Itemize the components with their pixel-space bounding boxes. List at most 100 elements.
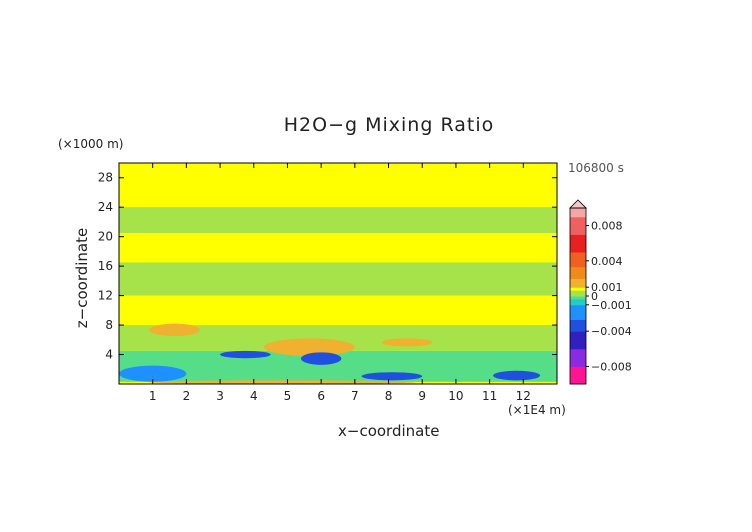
colorbar-band: [570, 234, 586, 238]
time-label: 106800 s: [568, 161, 624, 175]
colorbar-arrow: [569, 199, 587, 209]
colorbar-band: [570, 278, 586, 282]
colorbar-band: [570, 269, 586, 274]
colorbar-band: [570, 213, 586, 218]
colorbar-band: [570, 378, 586, 382]
y-tick-label: 20: [98, 230, 113, 244]
colorbar-band: [570, 284, 586, 288]
colorbar-tick-label: 0.004: [591, 255, 623, 268]
colorbar-band: [570, 219, 586, 224]
y-tick-label: 4: [105, 348, 113, 362]
colorbar-band: [570, 372, 586, 376]
plot-frame: [118, 162, 558, 385]
y-axis-unit: (×1000 m): [58, 137, 124, 151]
colorbar-band: [570, 369, 586, 373]
x-tick-label: 8: [385, 389, 393, 403]
colorbar-band: [570, 293, 586, 297]
contour-blob: [119, 365, 187, 382]
y-tick-label: 24: [98, 200, 113, 214]
colorbar-band: [570, 313, 586, 318]
colorbar-band: [570, 363, 586, 367]
colorbar-band: [570, 272, 586, 276]
contour-blob: [361, 372, 423, 381]
colorbar-band: [570, 319, 586, 323]
colorbar-band: [570, 237, 586, 241]
colorbar-band: [570, 375, 586, 379]
x-tick-label: 12: [516, 389, 531, 403]
x-tick-label: 2: [183, 389, 191, 403]
x-tick-label: 7: [351, 389, 359, 403]
colorbar-band: [570, 342, 586, 347]
contour-blob: [492, 370, 541, 381]
contour-band: [119, 163, 557, 193]
colorbar-band: [570, 243, 586, 247]
chart-title: H2O−g Mixing Ratio: [283, 114, 495, 136]
colorbar-band: [570, 254, 586, 259]
colorbar-band: [570, 340, 586, 344]
contour-blob: [263, 338, 355, 357]
contour-band: [119, 262, 557, 296]
x-tick-label: 1: [149, 389, 157, 403]
colorbar-band: [570, 348, 586, 353]
colorbar-band: [570, 216, 586, 221]
colorbar-band: [570, 208, 586, 212]
x-tick-label: 9: [418, 389, 426, 403]
x-tick-label: 10: [448, 389, 463, 403]
colorbar-band: [570, 249, 586, 253]
y-tick-label: 28: [98, 171, 113, 185]
y-tick-label: 8: [105, 318, 113, 332]
x-tick-label: 3: [216, 389, 224, 403]
colorbar-band: [570, 266, 586, 271]
x-tick-label: 11: [482, 389, 497, 403]
colorbar-band: [570, 357, 586, 362]
colorbar-band: [570, 225, 586, 230]
colorbar-band: [570, 328, 586, 332]
colorbar-band: [570, 354, 586, 359]
colorbar-tick-label: 0: [591, 290, 598, 303]
contour-blob: [381, 338, 433, 347]
colorbar-band: [570, 310, 586, 315]
contour-band: [119, 240, 557, 259]
colorbar-band: [570, 252, 586, 256]
colorbar-band: [570, 325, 586, 329]
y-tick-label: 16: [98, 259, 113, 273]
colorbar-tick-label: −0.008: [591, 360, 632, 373]
x-axis-unit: (×1E4 m): [508, 403, 566, 417]
colorbar-band: [570, 281, 586, 285]
colorbar-band: [570, 231, 586, 235]
contour-blob: [149, 380, 416, 384]
colorbar-band: [570, 296, 586, 300]
colorbar-tick-label: 0.008: [591, 220, 623, 233]
colorbar-band: [570, 263, 586, 268]
y-tick-label: 12: [98, 289, 113, 303]
colorbar-band: [570, 298, 586, 303]
colorbar-band: [570, 307, 586, 312]
x-axis-label: x−coordinate: [338, 422, 440, 440]
colorbar-tick-label: 0.001: [591, 281, 623, 294]
colorbar-band: [570, 345, 586, 350]
colorbar-tick-label: −0.004: [591, 325, 632, 338]
colorbar-band: [570, 366, 586, 370]
colorbar-band: [570, 331, 586, 335]
colorbar-band: [570, 240, 586, 244]
contour-blob: [220, 350, 271, 359]
colorbar-band: [570, 322, 586, 326]
colorbar-band: [570, 210, 586, 215]
colorbar-band: [570, 275, 586, 279]
contour-band: [119, 207, 557, 233]
plot-area: [118, 162, 558, 385]
colorbar-band: [570, 351, 586, 356]
colorbar-band: [570, 381, 586, 385]
colorbar-band: [570, 260, 586, 265]
x-tick-label: 4: [250, 389, 258, 403]
colorbar-band: [570, 228, 586, 232]
colorbar-band: [570, 360, 586, 364]
colorbar-band: [570, 222, 586, 227]
colorbar-band: [570, 334, 586, 338]
colorbar-band: [570, 316, 586, 320]
colorbar-band: [570, 246, 586, 250]
x-tick-label: 5: [284, 389, 292, 403]
